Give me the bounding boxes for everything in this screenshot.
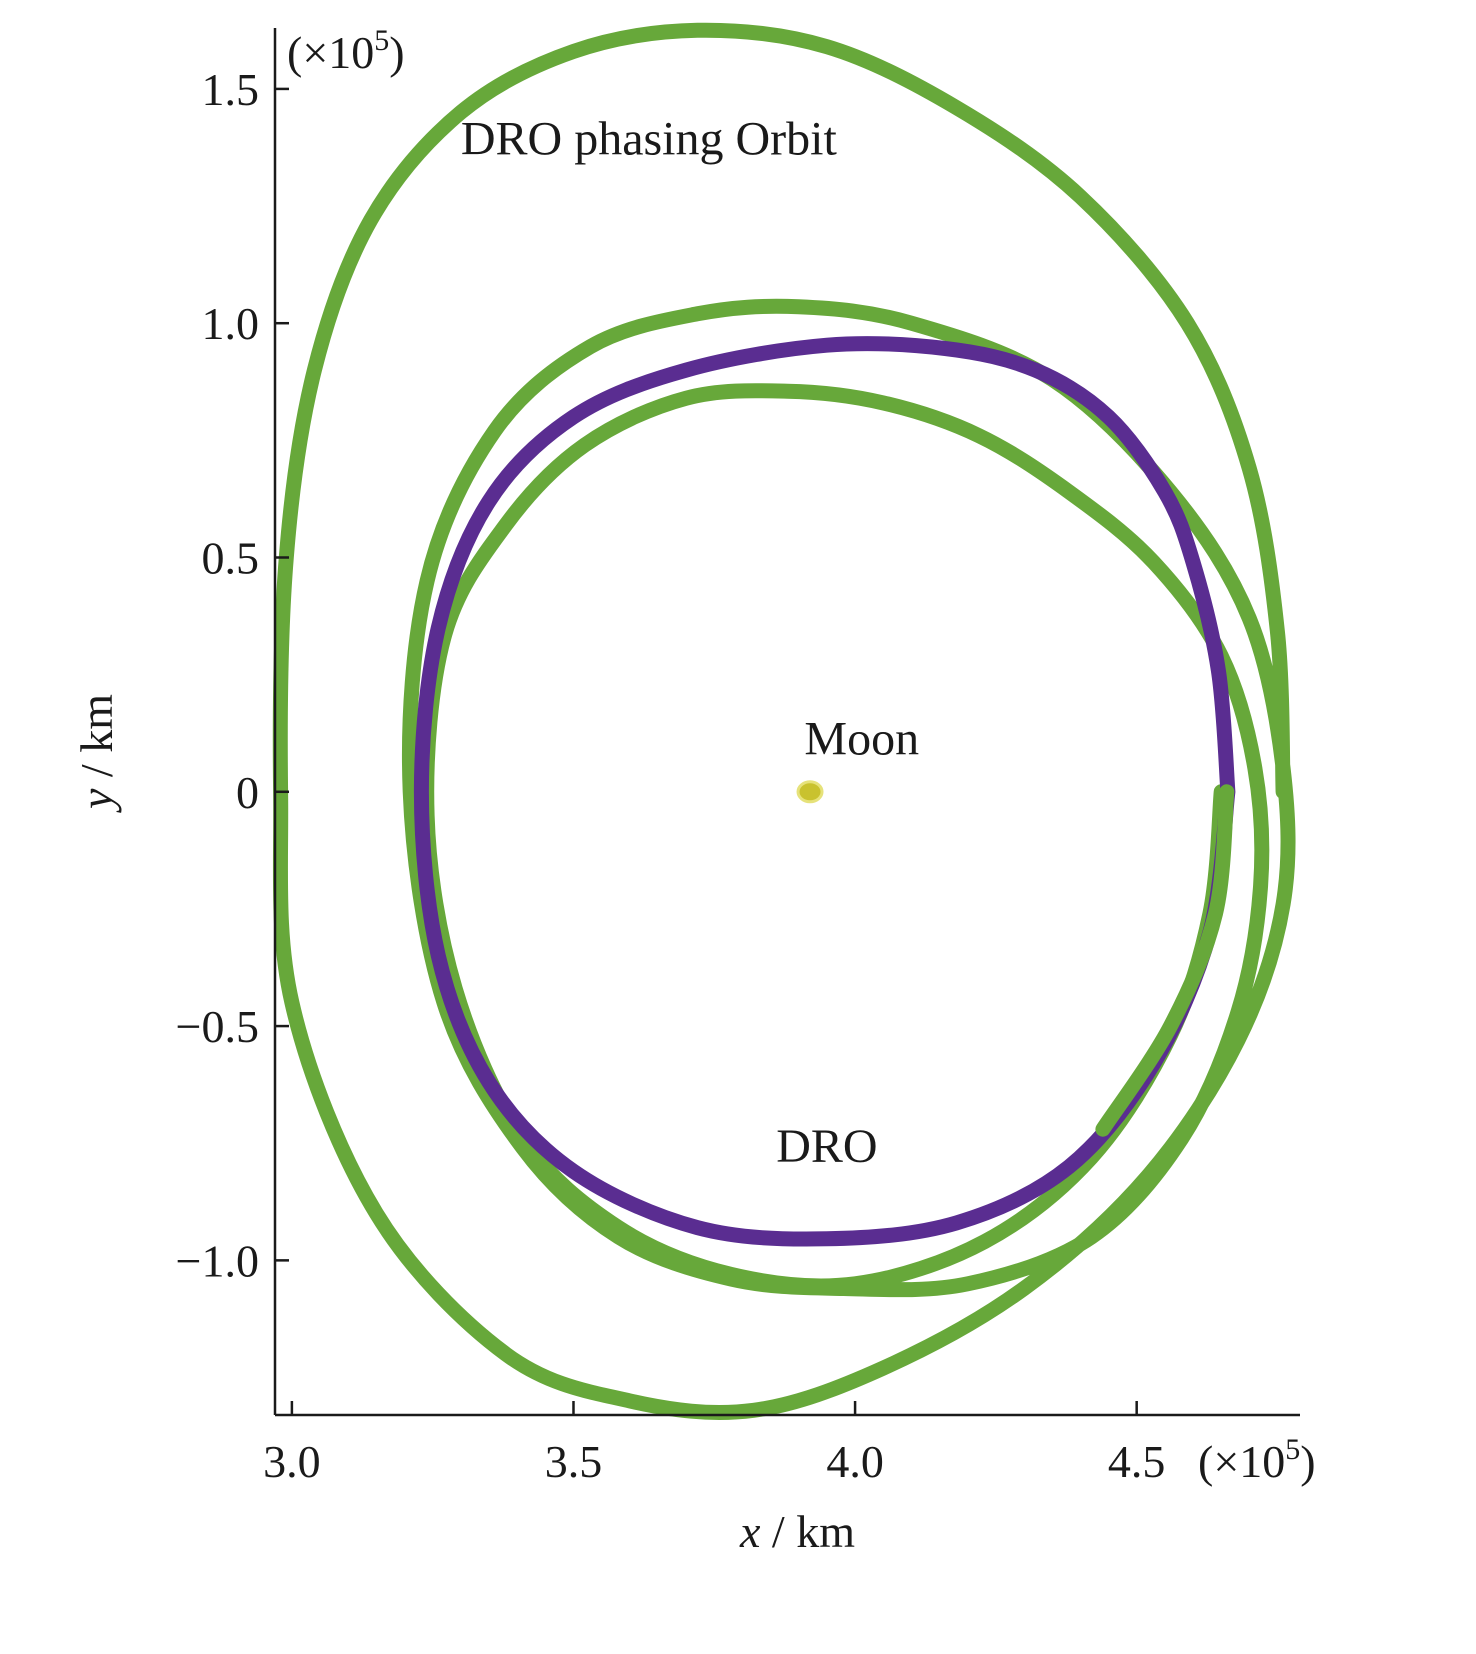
dro-label: DRO bbox=[776, 1120, 877, 1173]
dro-orbit-line bbox=[413, 336, 1236, 1247]
axes: 3.0 3.5 4.0 4.5 1.5 1.0 0.5 0 −0.5 −1.0 bbox=[176, 28, 1300, 1487]
x-tick-label: 3.0 bbox=[263, 1436, 321, 1487]
x-tick-label: 4.5 bbox=[1108, 1436, 1166, 1487]
x-axis-title: x / km bbox=[739, 1506, 855, 1557]
y-tick-label: −1.0 bbox=[176, 1235, 259, 1286]
x-tick-label: 3.5 bbox=[545, 1436, 603, 1487]
y-axis-title: y / km bbox=[71, 694, 122, 813]
y-tick-label: 1.0 bbox=[202, 298, 260, 349]
x-tick-label: 4.0 bbox=[826, 1436, 884, 1487]
dro-phasing-orbit-line bbox=[272, 22, 1296, 1420]
moon-label: Moon bbox=[804, 712, 919, 765]
annotations: DRO phasing Orbit Moon DRO bbox=[461, 113, 919, 1173]
y-tick-label: 0.5 bbox=[202, 532, 260, 583]
y-tick-label: 1.5 bbox=[202, 64, 260, 115]
y-axis-scale-note: (×105) bbox=[287, 24, 405, 78]
dro-phasing-orbit-arrival-segment bbox=[1095, 784, 1235, 1137]
y-axis-ticks: 1.5 1.0 0.5 0 −0.5 −1.0 bbox=[176, 64, 289, 1286]
phasing-label: DRO phasing Orbit bbox=[461, 113, 838, 166]
y-tick-label: −0.5 bbox=[176, 1001, 259, 1052]
orbit-series-group bbox=[272, 22, 1296, 1420]
y-tick-label: 0 bbox=[236, 767, 259, 818]
x-axis-scale-note: (×105) bbox=[1198, 1433, 1316, 1487]
moon-marker bbox=[796, 780, 824, 804]
x-axis-ticks: 3.0 3.5 4.0 4.5 bbox=[263, 1401, 1165, 1487]
